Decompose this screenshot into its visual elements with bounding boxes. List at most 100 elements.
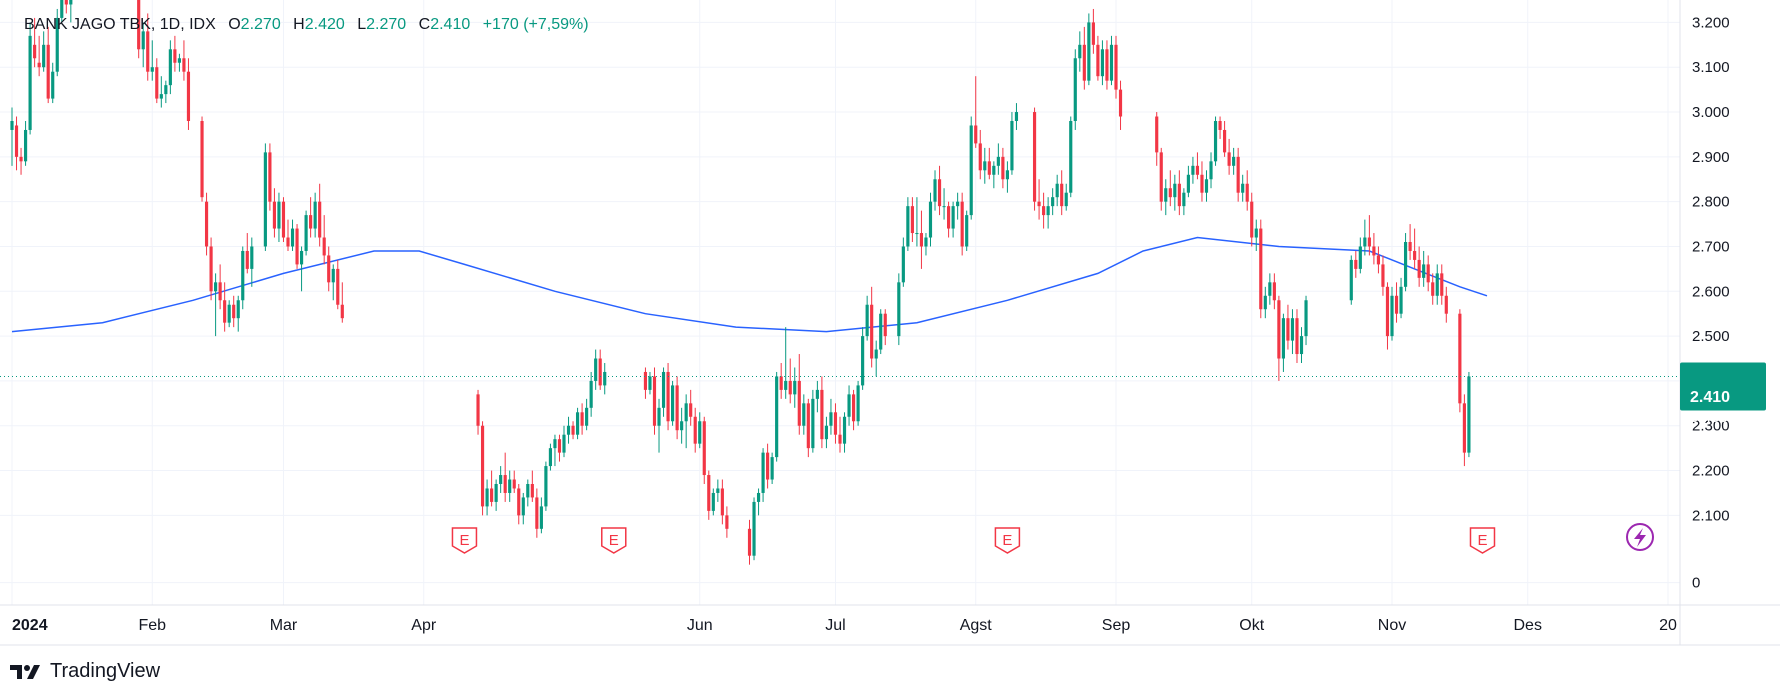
earnings-event-icon: E [994,527,1021,554]
candle-down [204,192,209,256]
candle-up [983,147,987,184]
candle-body [865,304,869,337]
candle-body [1281,318,1285,359]
candle-body [1118,89,1123,117]
candle-down [1236,147,1240,202]
candle-up [901,237,905,287]
candle-body [1385,286,1390,337]
candle-down [1394,282,1399,323]
candle-body [947,206,951,229]
open-value: 2.270 [240,16,281,33]
candle-body [245,250,249,269]
candle-body [766,452,770,480]
candle-body [146,31,150,72]
candle-down [64,0,68,14]
candle-up [1358,237,1362,274]
candle-body [499,475,503,484]
candle-up [1005,161,1009,193]
candle-body [1073,58,1077,121]
candle-down [1417,246,1421,287]
candle-up [965,210,969,251]
candle-up [1051,188,1055,216]
candle-body [476,394,480,426]
earnings-event-label: E [459,532,469,549]
candle-down [186,58,191,130]
candle-body [51,71,55,99]
candle-body [173,49,177,63]
candle-body [1037,201,1041,207]
candle-body [870,304,874,359]
candle-body [1367,237,1371,247]
candle-body [942,206,946,208]
candle-up [992,161,996,189]
candle-body [1408,242,1412,251]
candle-up [548,443,553,471]
candle-body [675,385,679,431]
candle-body [1005,170,1009,180]
candle-up [1204,170,1209,202]
candle-body [974,125,978,144]
candle-body [1046,206,1050,216]
candle-body [544,466,548,507]
candle-up [1363,219,1367,256]
candle-body [250,246,254,269]
candle-down [666,363,670,431]
candle-down [1159,147,1163,211]
x-tick-label: Feb [138,617,166,634]
candle-down [200,116,204,202]
candle-up [589,371,593,417]
candle-body [141,31,145,50]
candle-body [829,412,833,426]
tradingview-brand[interactable]: TradingView [10,660,160,683]
candle-up [684,394,688,449]
candle-body [1100,49,1105,77]
candle-down [155,58,159,104]
candle-body [562,434,566,453]
candle-body [503,475,507,493]
candle-up [313,192,317,238]
candle-body [272,201,277,229]
y-tick-label: 2.800 [1692,194,1730,211]
candle-down [598,349,602,390]
candle-body [933,179,937,202]
candle-body [906,206,910,247]
candle-body [318,201,322,238]
candle-body [924,237,928,247]
candle-up [671,380,675,426]
bolt-icon[interactable] [1626,523,1654,551]
candle-body [186,71,191,121]
candle-body [286,237,290,247]
candle-down [1431,273,1435,305]
candle-body [490,488,494,502]
moving-average-line [11,236,1488,333]
y-tick-label: 2.900 [1692,149,1730,166]
candle-up [1010,112,1014,175]
brand-name: TradingView [50,660,161,682]
price-axis[interactable]: 3.200 3.100 3.000 2.900 2.800 2.700 2.600 2.500… [1692,14,1730,591]
candle-body [879,313,883,350]
earnings-event-shape [1469,527,1496,554]
candle-down [919,210,924,269]
y-tick-label: 3.000 [1692,104,1730,121]
candle-body [1431,282,1435,296]
candle-down [517,484,521,525]
candle-up [906,197,910,251]
candle-body [331,268,335,283]
candle-up [304,210,308,256]
candle-up [648,371,652,395]
candle-up [1467,371,1471,458]
candle-up [69,0,73,23]
candle-down [37,35,41,77]
candle-up [942,188,946,220]
candle-body [539,506,543,529]
candle-down [1408,224,1412,260]
candle-down [580,403,584,435]
candle-up [236,295,240,332]
candle-body [598,358,602,386]
candle-body [1381,264,1385,287]
candle-up [539,497,543,534]
candle-body [707,475,711,511]
candle-down [766,443,770,489]
time-axis[interactable]: 2024 Feb Mar Apr Jun Jul Agst Sep Okt Nov Des 20 [12,617,1677,634]
